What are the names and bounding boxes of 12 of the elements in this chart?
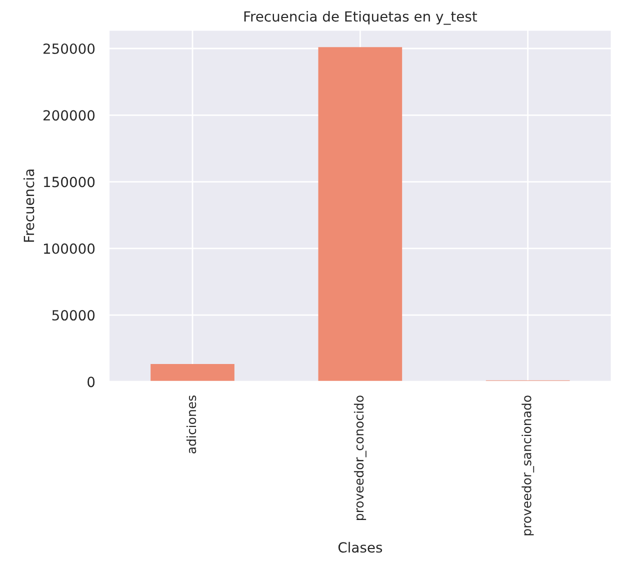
y-tick-label: 250000 (43, 43, 95, 54)
y-tick-label: 150000 (44, 176, 95, 188)
y-axis-title: Frecuencia (23, 170, 34, 242)
y-tick-label: 100000 (44, 243, 95, 254)
x-tick-label: adiciones (186, 396, 196, 454)
x-tick-label: proveedor_conocido (354, 396, 366, 520)
x-axis-title: Clases (338, 542, 382, 553)
chart-title: Frecuencia de Etiquetas en y_test (244, 10, 478, 25)
x-tick-label: proveedor_sancionado (522, 396, 534, 536)
y-tick-label: 0 (88, 376, 95, 388)
y-tick-label: 50000 (52, 310, 95, 321)
y-tick-label: 200000 (43, 110, 95, 121)
